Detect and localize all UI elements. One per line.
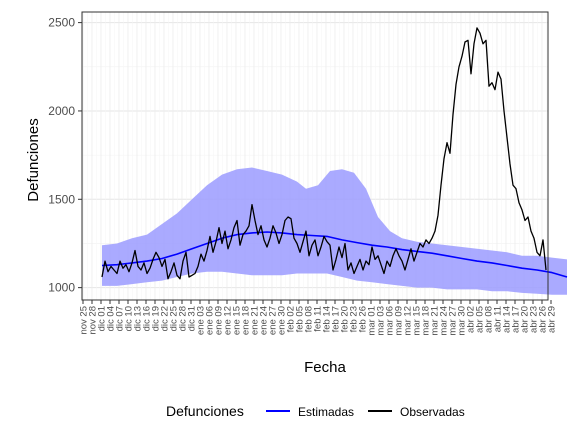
x-tick-label: feb 17 bbox=[331, 306, 342, 332]
x-tick-label: ene 24 bbox=[259, 306, 270, 335]
x-tick-label: mar 27 bbox=[448, 306, 459, 336]
x-tick-label: feb 02 bbox=[286, 306, 297, 332]
x-tick-label: feb 05 bbox=[295, 306, 306, 332]
x-tick-label: abr 11 bbox=[493, 306, 504, 332]
x-tick-label: mar 03 bbox=[376, 306, 387, 336]
x-tick-label: ene 15 bbox=[232, 306, 243, 335]
x-tick-label: mar 06 bbox=[385, 306, 396, 336]
series-line-estimadas bbox=[101, 231, 568, 278]
x-tick-label: dic 10 bbox=[124, 306, 135, 331]
x-tick-label: feb 14 bbox=[322, 306, 333, 332]
band-area bbox=[102, 167, 567, 295]
x-tick-label: mar 12 bbox=[403, 306, 414, 336]
x-tick-label: dic 13 bbox=[133, 306, 144, 331]
x-tick-label: ene 30 bbox=[277, 306, 288, 335]
x-tick-label: dic 22 bbox=[160, 306, 171, 331]
x-tick-label: abr 14 bbox=[502, 306, 513, 333]
x-tick-label: dic 16 bbox=[142, 306, 153, 331]
x-tick-label: dic 04 bbox=[106, 306, 117, 331]
x-tick-label: abr 20 bbox=[520, 306, 531, 333]
legend-label-observadas: Observadas bbox=[400, 405, 465, 419]
plot-border bbox=[81, 11, 549, 301]
x-tick-label: mar 01 bbox=[367, 306, 378, 336]
x-tick-label: ene 18 bbox=[241, 306, 252, 335]
legend: Defunciones Estimadas Observadas bbox=[166, 403, 465, 419]
x-tick-label: mar 15 bbox=[412, 306, 423, 336]
x-tick-label: ene 12 bbox=[223, 306, 234, 335]
y-tick-label: 1500 bbox=[48, 192, 75, 206]
x-tick-label: mar 18 bbox=[421, 306, 432, 336]
x-tick-label: dic 07 bbox=[115, 306, 126, 331]
y-tick-label: 2000 bbox=[48, 104, 75, 118]
x-tick-label: feb 26 bbox=[358, 306, 369, 332]
x-tick-label: nov 28 bbox=[88, 306, 99, 335]
x-tick-label: mar 09 bbox=[394, 306, 405, 336]
x-tick-label: abr 17 bbox=[511, 306, 522, 333]
x-tick-label: mar 24 bbox=[439, 306, 450, 336]
x-tick-label: dic 25 bbox=[169, 306, 180, 331]
x-tick-label: abr 08 bbox=[484, 306, 495, 333]
x-tick-label: abr 02 bbox=[466, 306, 477, 333]
confidence-band bbox=[102, 167, 567, 295]
x-tick-label: dic 28 bbox=[178, 306, 189, 331]
x-tick-label: abr 26 bbox=[538, 306, 549, 333]
x-tick-label: feb 20 bbox=[340, 306, 351, 332]
y-axis-label: Defunciones bbox=[25, 118, 42, 201]
x-tick-label: ene 06 bbox=[205, 306, 216, 335]
x-tick-label: dic 31 bbox=[187, 306, 198, 331]
y-tick-label: 2500 bbox=[48, 16, 75, 30]
x-tick-label: dic 01 bbox=[97, 306, 108, 331]
x-axis-label: Fecha bbox=[304, 359, 346, 376]
x-tick-label: dic 19 bbox=[151, 306, 162, 331]
x-tick-label: abr 29 bbox=[547, 306, 558, 333]
x-tick-label: nov 25 bbox=[79, 306, 90, 335]
x-tick-label: ene 09 bbox=[214, 306, 225, 335]
series-line-observadas bbox=[101, 27, 547, 280]
legend-title: Defunciones bbox=[166, 403, 244, 419]
x-tick-label: ene 03 bbox=[196, 306, 207, 335]
series-lines bbox=[101, 27, 568, 280]
x-tick-label: abr 05 bbox=[475, 306, 486, 333]
x-tick-label: ene 27 bbox=[268, 306, 279, 335]
x-tick-label: feb 08 bbox=[304, 306, 315, 332]
x-tick-label: mar 30 bbox=[457, 306, 468, 336]
x-tick-label: feb 23 bbox=[349, 306, 360, 332]
y-tick-label: 1000 bbox=[48, 281, 75, 295]
x-tick-label: mar 21 bbox=[430, 306, 441, 336]
x-tick-label: ene 21 bbox=[250, 306, 261, 335]
x-tick-label: abr 23 bbox=[529, 306, 540, 333]
legend-label-estimadas: Estimadas bbox=[298, 405, 354, 419]
x-tick-label: feb 11 bbox=[313, 306, 324, 332]
